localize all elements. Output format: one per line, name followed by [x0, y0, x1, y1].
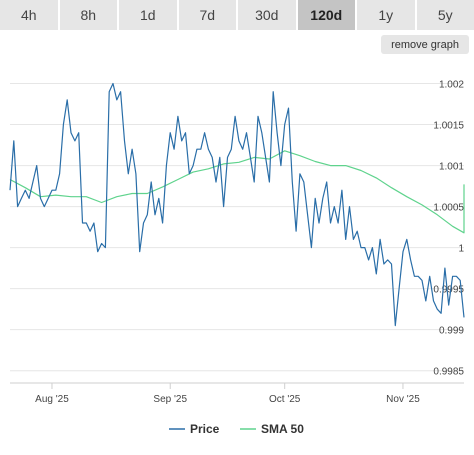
chart-legend: Price SMA 50	[169, 422, 304, 436]
timeframe-tabs: 4h 8h 1d 7d 30d 120d 1y 5y	[0, 0, 474, 30]
series-line-sma-50	[9, 150, 465, 234]
legend-label[interactable]: SMA 50	[261, 422, 304, 436]
x-tick-label: Aug '25	[35, 394, 69, 405]
tab-1y[interactable]: 1y	[357, 0, 415, 30]
y-tick-label: 1.0005	[433, 203, 464, 214]
y-tick-label: 1	[458, 244, 464, 255]
x-axis: Aug '25 Sep '25 Oct '25 Nov '25	[10, 382, 464, 405]
tab-5y[interactable]: 5y	[416, 0, 474, 30]
plot-area	[9, 82, 465, 327]
x-tick-label: Oct '25	[269, 394, 301, 405]
tab-7d[interactable]: 7d	[178, 0, 236, 30]
y-tick-label: 0.9985	[433, 367, 464, 378]
x-tick-label: Nov '25	[386, 394, 420, 405]
tab-30d[interactable]: 30d	[238, 0, 296, 30]
y-tick-label: 1.001	[439, 162, 464, 173]
y-tick-label: 0.9995	[433, 285, 464, 296]
chart-grid	[10, 83, 464, 372]
y-tick-label: 0.999	[439, 326, 464, 337]
y-tick-label: 1.002	[439, 80, 464, 91]
remove-graph-button[interactable]: remove graph	[381, 35, 469, 54]
x-tick-label: Sep '25	[153, 394, 187, 405]
tab-120d[interactable]: 120d	[297, 0, 355, 30]
tab-1d[interactable]: 1d	[119, 0, 177, 30]
series-line-price	[9, 82, 465, 327]
y-axis-labels: 0.9985 0.999 0.9995 1 1.0005 1.001 1.0015 1.002	[433, 80, 464, 378]
y-tick-label: 1.0015	[433, 121, 464, 132]
tab-4h[interactable]: 4h	[0, 0, 58, 30]
legend-label[interactable]: Price	[190, 422, 220, 436]
tab-8h[interactable]: 8h	[59, 0, 117, 30]
